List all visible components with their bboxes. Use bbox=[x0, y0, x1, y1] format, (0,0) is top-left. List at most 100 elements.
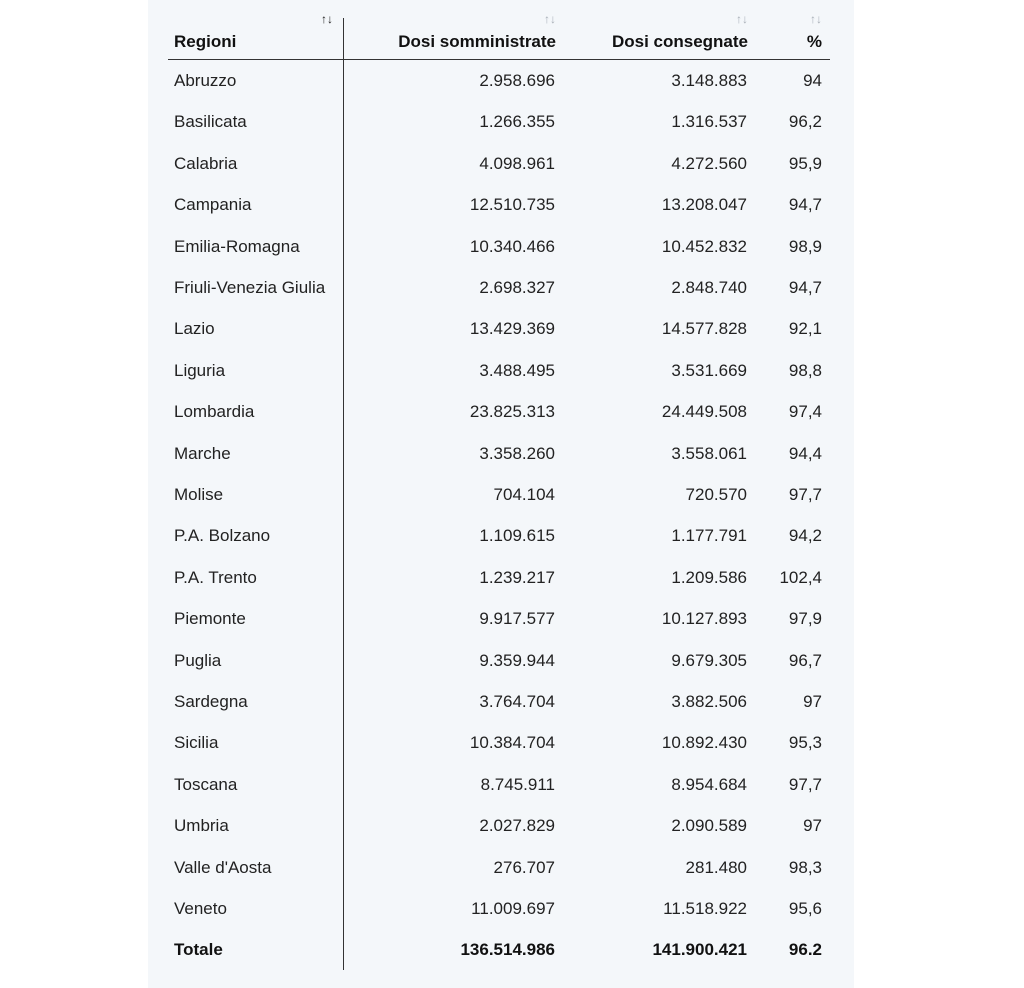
column-header-label: Dosi consegnate bbox=[611, 32, 748, 51]
region-cell: Abruzzo bbox=[174, 71, 237, 90]
table-row: Basilicata 1.266.355 1.316.537 96,2 bbox=[168, 101, 830, 142]
table-row: Sardegna 3.764.704 3.882.506 97 bbox=[168, 681, 830, 722]
delivered-cell: 10.892.430 bbox=[661, 733, 747, 753]
region-cell: Valle d'Aosta bbox=[174, 857, 272, 877]
table-row: Umbria 2.027.829 2.090.589 97 bbox=[168, 805, 830, 846]
sort-arrows-icon[interactable]: ↑↓ bbox=[736, 12, 748, 26]
delivered-cell: 24.449.508 bbox=[661, 402, 747, 422]
percent-cell: 97,7 bbox=[788, 485, 822, 504]
administered-cell: 2.027.829 bbox=[479, 816, 555, 836]
table-row: Abruzzo 2.958.696 3.148.883 94 bbox=[168, 60, 830, 101]
region-cell: Campania bbox=[174, 195, 252, 215]
percent-cell: 97,7 bbox=[788, 774, 822, 794]
column-header-label: Regioni bbox=[174, 32, 237, 51]
percent-cell: 94,7 bbox=[788, 278, 822, 297]
percent-cell: 97,9 bbox=[788, 609, 822, 629]
delivered-cell: 281.480 bbox=[685, 857, 747, 877]
delivered-cell: 2.090.589 bbox=[671, 816, 747, 836]
administered-cell: 1.239.217 bbox=[479, 567, 555, 587]
administered-cell: 12.510.735 bbox=[469, 195, 555, 215]
administered-cell: 3.358.260 bbox=[479, 443, 555, 463]
administered-cell: 23.825.313 bbox=[469, 402, 555, 422]
percent-cell: 98,8 bbox=[788, 360, 822, 380]
table-row: Emilia-Romagna 10.340.466 10.452.832 98,9 bbox=[168, 226, 830, 267]
region-cell: Emilia-Romagna bbox=[174, 236, 300, 256]
delivered-cell: 8.954.684 bbox=[671, 774, 747, 794]
region-cell: Friuli-Venezia Giulia bbox=[174, 278, 326, 297]
administered-cell: 9.917.577 bbox=[479, 609, 555, 629]
sort-arrows-icon[interactable]: ↑↓ bbox=[544, 12, 556, 26]
table-total-row: Totale 136.514.986 141.900.421 96.2 bbox=[168, 929, 830, 970]
administered-cell: 10.384.704 bbox=[469, 733, 555, 753]
percent-cell: 94,4 bbox=[788, 443, 822, 463]
region-cell: Puglia bbox=[174, 650, 222, 670]
delivered-cell: 10.452.832 bbox=[661, 236, 747, 256]
delivered-cell: 4.272.560 bbox=[671, 153, 747, 173]
region-cell: Veneto bbox=[174, 899, 227, 918]
region-cell: Sicilia bbox=[174, 733, 219, 753]
administered-cell: 1.109.615 bbox=[479, 526, 555, 546]
table-row: Molise 704.104 720.570 97,7 bbox=[168, 474, 830, 515]
delivered-cell: 2.848.740 bbox=[671, 278, 747, 297]
delivered-cell: 3.882.506 bbox=[671, 692, 747, 711]
table-row: Sicilia 10.384.704 10.892.430 95,3 bbox=[168, 722, 830, 763]
delivered-cell: 13.208.047 bbox=[661, 195, 747, 215]
column-header-administered[interactable]: ↑↓ Dosi somministrate bbox=[344, 12, 564, 60]
sort-arrows-icon[interactable]: ↑↓ bbox=[810, 12, 822, 26]
table-row: P.A. Bolzano 1.109.615 1.177.791 94,2 bbox=[168, 515, 830, 556]
region-cell: P.A. Trento bbox=[174, 567, 257, 587]
delivered-cell: 141.900.421 bbox=[652, 940, 747, 960]
delivered-cell: 9.679.305 bbox=[671, 650, 747, 670]
administered-cell: 136.514.986 bbox=[460, 940, 555, 960]
administered-cell: 13.429.369 bbox=[469, 319, 555, 339]
percent-cell: 102,4 bbox=[779, 567, 822, 587]
table-row: P.A. Trento 1.239.217 1.209.586 102,4 bbox=[168, 557, 830, 598]
column-header-label: Dosi somministrate bbox=[398, 32, 556, 51]
percent-cell: 98,9 bbox=[788, 236, 822, 256]
administered-cell: 3.764.704 bbox=[479, 692, 555, 711]
region-cell: Calabria bbox=[174, 153, 238, 173]
percent-cell: 95,9 bbox=[788, 153, 822, 173]
table-row: Lazio 13.429.369 14.577.828 92,1 bbox=[168, 308, 830, 349]
delivered-cell: 1.209.586 bbox=[671, 567, 747, 587]
header-divider bbox=[168, 59, 830, 60]
column-header-region[interactable]: ↑↓ Regioni bbox=[168, 12, 343, 60]
percent-cell: 97 bbox=[803, 816, 822, 836]
delivered-cell: 11.518.922 bbox=[663, 899, 747, 918]
percent-cell: 95,3 bbox=[788, 733, 822, 753]
region-cell: Lombardia bbox=[174, 402, 255, 422]
table-row: Liguria 3.488.495 3.531.669 98,8 bbox=[168, 350, 830, 391]
column-header-delivered[interactable]: ↑↓ Dosi consegnate bbox=[564, 12, 756, 60]
administered-cell: 8.745.911 bbox=[480, 774, 555, 794]
region-cell: Sardegna bbox=[174, 692, 248, 711]
delivered-cell: 1.177.791 bbox=[671, 526, 747, 546]
percent-cell: 94,2 bbox=[788, 526, 822, 546]
percent-cell: 97 bbox=[803, 692, 822, 711]
table-row: Campania 12.510.735 13.208.047 94,7 bbox=[168, 184, 830, 225]
sort-arrows-icon[interactable]: ↑↓ bbox=[321, 12, 333, 26]
column-header-label: % bbox=[806, 32, 822, 51]
percent-cell: 96.2 bbox=[788, 940, 822, 960]
administered-cell: 276.707 bbox=[493, 857, 555, 877]
table-panel bbox=[148, 0, 854, 988]
region-cell: Totale bbox=[174, 940, 223, 960]
delivered-cell: 3.148.883 bbox=[671, 71, 747, 90]
region-cell: Toscana bbox=[174, 774, 238, 794]
delivered-cell: 3.531.669 bbox=[671, 360, 747, 380]
region-cell: Piemonte bbox=[174, 609, 246, 629]
table-row: Valle d'Aosta 276.707 281.480 98,3 bbox=[168, 847, 830, 888]
delivered-cell: 10.127.893 bbox=[661, 609, 747, 629]
percent-cell: 92,1 bbox=[788, 319, 822, 339]
region-cell: Liguria bbox=[174, 360, 226, 380]
table-row: Puglia 9.359.944 9.679.305 96,7 bbox=[168, 640, 830, 681]
delivered-cell: 720.570 bbox=[685, 485, 747, 504]
table-row: Lombardia 23.825.313 24.449.508 97,4 bbox=[168, 391, 830, 432]
administered-cell: 11.009.697 bbox=[471, 899, 555, 918]
delivered-cell: 14.577.828 bbox=[661, 319, 747, 339]
column-divider bbox=[343, 18, 344, 970]
administered-cell: 9.359.944 bbox=[479, 650, 555, 670]
column-header-percent[interactable]: ↑↓ % bbox=[756, 12, 830, 60]
table-row: Friuli-Venezia Giulia 2.698.327 2.848.740 9… bbox=[168, 267, 830, 308]
percent-cell: 95,6 bbox=[788, 899, 822, 918]
region-cell: Marche bbox=[174, 443, 231, 463]
